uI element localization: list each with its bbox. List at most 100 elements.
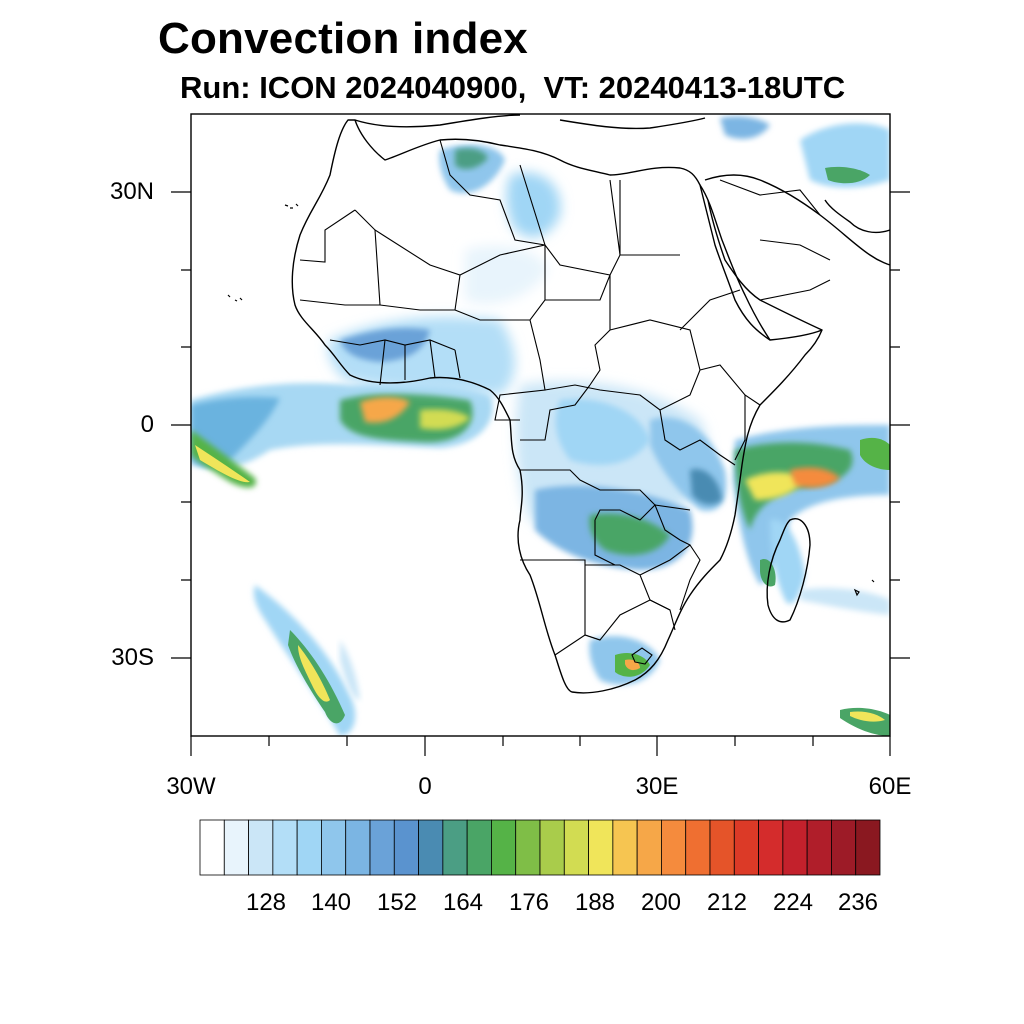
cape-verde — [227, 294, 243, 302]
border-central-2 — [544, 369, 701, 411]
border-middle-east — [719, 179, 831, 301]
colorbar-swatch — [709, 819, 735, 876]
country-borders — [299, 139, 831, 665]
lon-label-30e: 30E — [635, 773, 679, 800]
border-central-1 — [494, 319, 546, 421]
colorbar-swatch — [321, 819, 347, 876]
field-east-africa-peak — [745, 472, 805, 500]
left-minor-ticks — [181, 269, 191, 581]
left-major-ticks — [171, 191, 191, 659]
field-east-africa-hot — [790, 467, 840, 488]
coastlines — [291, 114, 890, 694]
border-north-3 — [519, 164, 621, 256]
colorbar-swatch — [418, 819, 444, 876]
field-southeast-peak — [850, 711, 885, 722]
colorbar-swatch — [636, 819, 662, 876]
field-gulf-guinea-peak — [360, 397, 410, 423]
border-central-3 — [520, 384, 591, 441]
colorbar-swatch — [588, 819, 614, 876]
field-great-lakes-core — [690, 469, 722, 505]
madagascar-coastline — [766, 518, 811, 623]
border-westafrica-1 — [329, 339, 456, 351]
colorbar-swatch — [393, 819, 419, 876]
colorbar-label: 140 — [310, 889, 352, 916]
colorbar-swatch — [199, 819, 225, 876]
field-madagascar-channel — [770, 519, 805, 604]
colorbar-swatch — [515, 819, 541, 876]
bottom-minor-ticks — [268, 736, 814, 746]
lat-label-30n: 30N — [109, 178, 154, 205]
lon-label-30w: 30W — [166, 773, 216, 800]
tick-marks — [171, 191, 910, 756]
colorbar-swatch — [782, 819, 808, 876]
field-madagascar-core — [760, 559, 776, 587]
colorbar-label: 200 — [640, 889, 682, 916]
map-field — [191, 114, 890, 736]
colorbar-label: 152 — [376, 889, 418, 916]
colorbar-swatch — [661, 819, 687, 876]
border-north-1 — [354, 209, 680, 276]
field-west-africa-core — [340, 328, 430, 362]
colorbar-swatch — [272, 819, 298, 876]
colorbar-swatch — [248, 819, 274, 876]
colorbar-swatch — [733, 819, 759, 876]
africa-coastline — [291, 119, 823, 694]
mauritius — [853, 579, 875, 597]
field-zambia-core — [589, 513, 670, 555]
border-westafrica-2 — [379, 339, 461, 386]
colorbar-swatch — [758, 819, 784, 876]
bottom-major-ticks — [190, 736, 891, 756]
persian-gulf-coast — [824, 199, 890, 234]
field-sahel-light — [465, 245, 548, 304]
colorbar-swatch — [685, 819, 711, 876]
lat-label-30s: 30S — [111, 644, 154, 671]
right-minor-ticks — [890, 269, 900, 581]
red-sea-coast — [699, 184, 771, 341]
colorbar-label: 164 — [442, 889, 484, 916]
colorbar-swatch — [369, 819, 395, 876]
plot-title: Convection index — [158, 14, 528, 63]
mediterranean-coast — [354, 114, 706, 130]
border-east-1 — [659, 409, 736, 466]
border-east-2 — [699, 364, 761, 461]
plot-subtitle: Run: ICON 2024040900, VT: 20240413-18UTC — [180, 70, 846, 105]
field-levant — [720, 116, 770, 139]
colorbar-label: 212 — [706, 889, 748, 916]
border-south-africa — [554, 599, 676, 656]
border-north-2 — [439, 139, 546, 246]
field-east-edge — [860, 437, 890, 470]
border-lesotho — [631, 647, 653, 665]
colorbar-swatch — [442, 819, 468, 876]
colorbar-swatch — [831, 819, 857, 876]
colorbar — [199, 819, 881, 876]
field-congo-core — [555, 399, 650, 465]
colorbar-label: 188 — [574, 889, 616, 916]
lat-label-0: 0 — [140, 411, 154, 438]
colorbar-swatch — [563, 819, 589, 876]
border-east-3 — [609, 289, 741, 371]
field-algeria — [506, 172, 561, 238]
canary-islands — [284, 203, 299, 209]
colorbar-swatch — [223, 819, 249, 876]
colorbar-swatch — [296, 819, 322, 876]
colorbar-label: 236 — [837, 889, 879, 916]
lon-label-60e: 60E — [868, 773, 912, 800]
field-atlantic-west-peak — [195, 445, 250, 483]
field-south-atlantic-peak — [298, 645, 330, 702]
colorbar-swatch — [806, 819, 832, 876]
field-middle-east-core — [825, 166, 870, 184]
field-southeast-light — [800, 588, 890, 615]
field-atlantic-west-core — [191, 430, 256, 488]
border-sahel-1 — [299, 209, 381, 306]
right-major-ticks — [890, 191, 910, 659]
colorbar-label: 176 — [508, 889, 550, 916]
colorbar-swatch — [345, 819, 371, 876]
colorbar-swatch — [612, 819, 638, 876]
colorbar-swatch — [855, 819, 881, 876]
colorbar-label: 224 — [772, 889, 814, 916]
colorbar-swatch — [539, 819, 565, 876]
field-middle-east — [800, 123, 890, 188]
lon-label-0: 0 — [418, 773, 432, 800]
field-south-atlantic-light — [340, 640, 360, 700]
